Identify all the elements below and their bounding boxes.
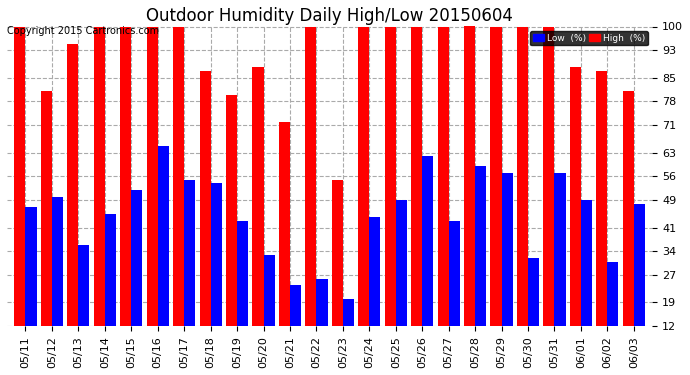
Bar	[131, 190, 142, 367]
Bar	[607, 262, 618, 367]
Bar	[464, 16, 475, 367]
Legend: Low  (%), High  (%): Low (%), High (%)	[531, 31, 648, 45]
Bar	[253, 68, 264, 367]
Bar	[184, 180, 195, 367]
Bar	[237, 221, 248, 367]
Bar	[396, 200, 407, 367]
Bar	[105, 214, 116, 367]
Bar	[14, 27, 26, 367]
Bar	[570, 68, 581, 367]
Bar	[634, 204, 645, 367]
Bar	[305, 27, 317, 367]
Bar	[279, 122, 290, 367]
Bar	[448, 221, 460, 367]
Bar	[543, 27, 555, 367]
Bar	[528, 258, 539, 367]
Bar	[317, 279, 328, 367]
Bar	[358, 27, 369, 367]
Bar	[411, 27, 422, 367]
Bar	[52, 197, 63, 367]
Bar	[596, 71, 607, 367]
Bar	[146, 27, 158, 367]
Bar	[517, 27, 528, 367]
Bar	[555, 173, 566, 367]
Title: Outdoor Humidity Daily High/Low 20150604: Outdoor Humidity Daily High/Low 20150604	[146, 7, 513, 25]
Bar	[369, 217, 380, 367]
Bar	[422, 156, 433, 367]
Bar	[475, 166, 486, 367]
Bar	[210, 183, 221, 367]
Bar	[173, 27, 184, 367]
Bar	[332, 180, 343, 367]
Bar	[264, 255, 275, 367]
Bar	[384, 27, 396, 367]
Bar	[79, 244, 90, 367]
Bar	[199, 71, 210, 367]
Bar	[491, 27, 502, 367]
Bar	[437, 27, 448, 367]
Bar	[41, 91, 52, 367]
Bar	[67, 44, 79, 367]
Bar	[502, 173, 513, 367]
Bar	[158, 146, 169, 367]
Bar	[94, 27, 105, 367]
Bar	[226, 94, 237, 367]
Text: Copyright 2015 Cartronics.com: Copyright 2015 Cartronics.com	[7, 26, 159, 36]
Bar	[622, 91, 634, 367]
Bar	[120, 27, 131, 367]
Bar	[26, 207, 37, 367]
Bar	[581, 200, 592, 367]
Bar	[343, 299, 354, 367]
Bar	[290, 285, 301, 367]
